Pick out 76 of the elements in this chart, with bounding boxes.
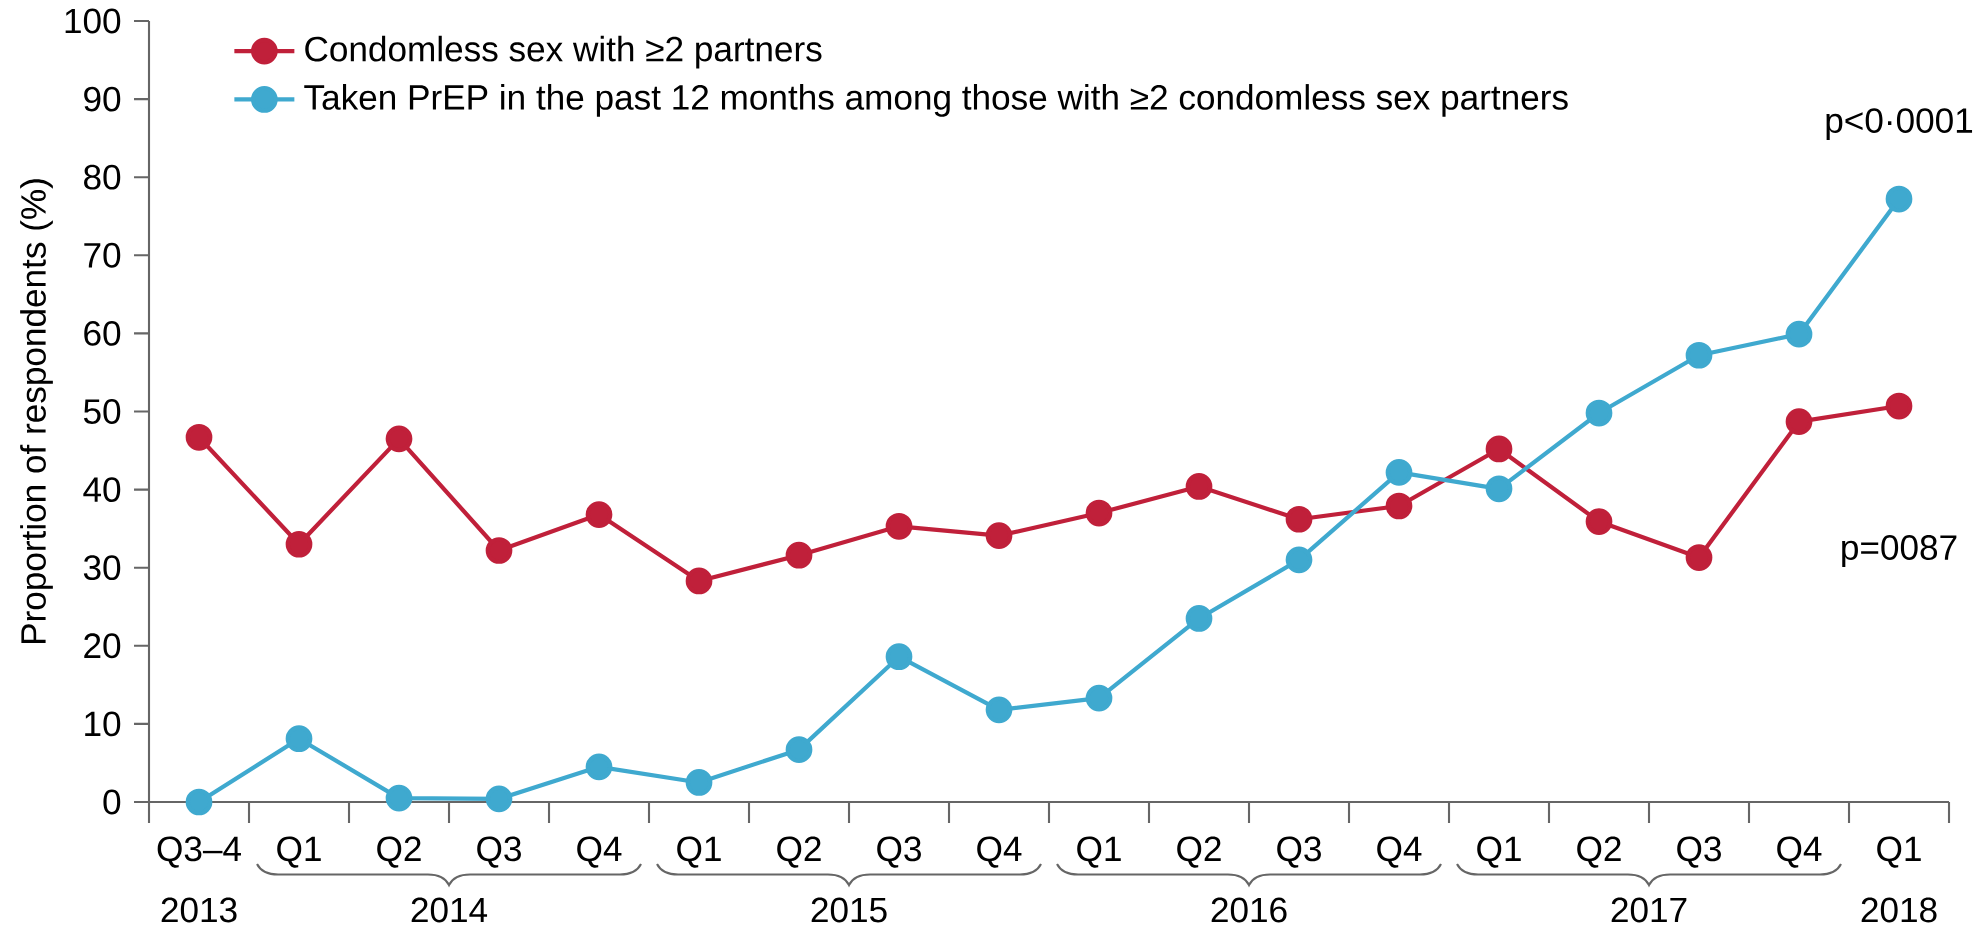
x-tick-label: Q4 xyxy=(1777,836,1822,868)
point xyxy=(1885,185,1913,213)
annotation: p=0087 xyxy=(1842,535,1957,567)
y-tick-label: 10 xyxy=(85,711,121,737)
point xyxy=(185,788,213,816)
point xyxy=(485,537,513,564)
text: 2018 xyxy=(1861,897,1937,923)
point xyxy=(285,530,313,558)
y-tick-label: 70 xyxy=(84,242,121,268)
annotation: p<0·0001 xyxy=(1826,108,1973,140)
point xyxy=(985,522,1013,550)
point xyxy=(285,725,313,753)
x-tick-label: Q4 xyxy=(577,836,622,868)
point xyxy=(1285,546,1313,574)
point xyxy=(785,541,813,569)
point xyxy=(1385,459,1413,486)
point xyxy=(985,696,1013,724)
text: 2013 xyxy=(161,897,237,923)
y-tick-label: 60 xyxy=(84,320,121,346)
point xyxy=(585,753,613,781)
point xyxy=(1485,435,1513,463)
point xyxy=(1785,320,1813,348)
x-tick-label: Q3–4 xyxy=(157,836,241,868)
x-tick-label: Q1 xyxy=(277,836,321,868)
x-tick-label: Q4 xyxy=(1377,836,1422,868)
x-tick-label: Q1 xyxy=(1077,836,1121,868)
point xyxy=(1585,508,1613,535)
point xyxy=(1885,392,1913,420)
y-tick-label: 20 xyxy=(84,633,121,659)
y-tick-label: 90 xyxy=(84,86,121,112)
x-tick-label: Q3 xyxy=(1277,836,1321,868)
point xyxy=(385,784,413,812)
point xyxy=(1685,341,1713,369)
y-tick-label: 30 xyxy=(83,555,121,581)
point xyxy=(885,643,913,671)
text: 2014 xyxy=(411,897,488,923)
point xyxy=(685,567,713,595)
point xyxy=(1685,544,1713,571)
x-tick-label: Q3 xyxy=(877,836,921,868)
y-tick-label: 50 xyxy=(83,399,121,424)
y-tick-label: 0 xyxy=(103,789,121,815)
point xyxy=(1085,684,1113,712)
point xyxy=(585,501,613,528)
y-axis-title: Proportion of respondents (%) xyxy=(20,179,53,644)
y-tick-label: 100 xyxy=(65,8,121,34)
point xyxy=(1185,605,1213,632)
text: 2015 xyxy=(811,897,887,923)
x-tick-label: Q1 xyxy=(1477,836,1521,868)
point xyxy=(685,769,713,796)
point xyxy=(185,423,213,451)
legend-label: Taken PrEP in the past 12 months among those with ≥2 condomless sex partners xyxy=(304,84,1568,117)
x-tick-label: Q4 xyxy=(977,836,1022,868)
x-tick-label: Q2 xyxy=(777,836,821,868)
x-tick-label: Q2 xyxy=(377,836,421,868)
point xyxy=(485,785,513,813)
text: 2016 xyxy=(1211,897,1287,923)
x-tick-label: Q2 xyxy=(1177,836,1221,868)
x-tick-label: Q2 xyxy=(1577,836,1621,868)
point xyxy=(1785,408,1813,435)
x-tick-label: Q1 xyxy=(1877,836,1921,868)
point xyxy=(1485,475,1513,503)
y-tick-label: 80 xyxy=(84,164,121,190)
point xyxy=(1385,492,1413,520)
x-tick-label: Q3 xyxy=(1677,836,1721,868)
y-tick-label: 40 xyxy=(83,477,121,503)
x-tick-label: Q3 xyxy=(477,836,521,868)
legend-label: Condomless sex with ≥2 partners xyxy=(305,35,822,69)
point xyxy=(785,736,813,764)
text: 2017 xyxy=(1611,897,1687,923)
point xyxy=(1085,499,1113,527)
point xyxy=(1285,505,1313,533)
x-tick-label: Q1 xyxy=(677,836,721,868)
point xyxy=(1585,399,1613,427)
point xyxy=(1185,473,1213,500)
point xyxy=(885,512,913,540)
point xyxy=(385,425,413,453)
